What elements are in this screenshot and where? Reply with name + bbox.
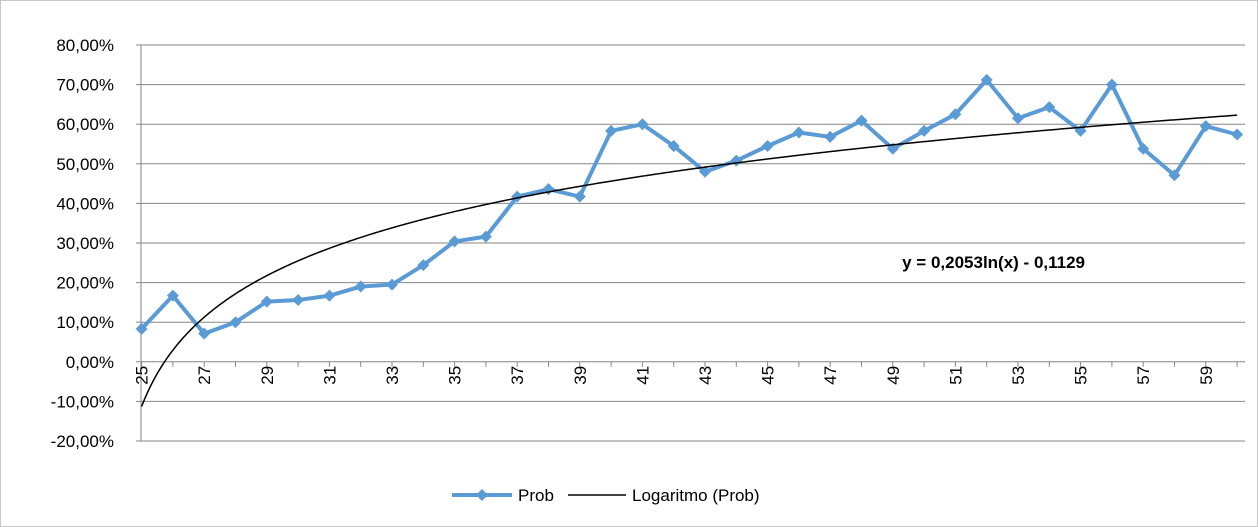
y-tick-label: 0,00% (66, 353, 114, 372)
data-point (479, 230, 492, 243)
x-tick-label: 45 (759, 366, 778, 385)
legend-item-logaritmo: Logaritmo (Prob) (568, 486, 760, 505)
data-point (980, 73, 993, 86)
trendline-path (140, 114, 1238, 407)
data-point (1168, 169, 1181, 182)
data-point (949, 108, 962, 121)
x-tick-label: 59 (1197, 366, 1216, 385)
x-axis-ticks: 25 27 29 31 33 35 37 39 41 43 45 47 49 51 53 55 57 59 (133, 361, 1238, 385)
data-point (699, 165, 711, 178)
x-tick-label: 43 (696, 366, 715, 385)
y-tick-label: 20,00% (56, 274, 114, 293)
data-point (1199, 120, 1212, 133)
legend-trend-label: Logaritmo (Prob) (632, 486, 760, 505)
data-point (166, 289, 179, 302)
data-point (667, 139, 680, 152)
y-tick-label: 80,00% (56, 36, 114, 55)
data-point (417, 259, 430, 272)
x-tick-label: 33 (383, 366, 402, 385)
x-tick-label: 51 (946, 366, 965, 385)
y-tick-label: 50,00% (56, 155, 114, 174)
data-point (292, 294, 305, 307)
data-point (1074, 124, 1087, 137)
data-point (761, 139, 774, 152)
y-tick-label: 10,00% (56, 313, 114, 332)
y-tick-label: 70,00% (56, 76, 114, 95)
data-point (323, 289, 336, 302)
x-tick-label: 37 (508, 366, 527, 385)
data-point (448, 235, 461, 248)
x-tick-label: 55 (1072, 366, 1091, 385)
series-prob (135, 73, 1244, 340)
data-point (1231, 128, 1244, 141)
y-tick-label: 60,00% (56, 115, 114, 134)
y-tick-label: 30,00% (56, 234, 114, 253)
data-point (135, 322, 148, 335)
x-tick-label: 27 (195, 366, 214, 385)
x-tick-label: 35 (446, 366, 465, 385)
y-tick-label: -10,00% (51, 392, 114, 411)
data-point (260, 295, 273, 308)
x-tick-label: 25 (133, 366, 152, 385)
data-point (386, 278, 398, 291)
x-tick-label: 49 (884, 366, 903, 385)
x-tick-label: 53 (1009, 366, 1028, 385)
legend-item-prob: Prob (452, 486, 554, 505)
gridlines (141, 44, 1245, 442)
data-point (605, 124, 618, 137)
data-point (730, 154, 743, 167)
data-point (198, 327, 211, 340)
data-point (855, 114, 868, 127)
trendline-logarithmic (140, 114, 1238, 407)
x-tick-label: 57 (1134, 366, 1153, 385)
trendline-equation: y = 0,2053ln(x) - 0,1129 (902, 253, 1085, 272)
data-point (229, 316, 242, 329)
y-tick-label: 40,00% (56, 194, 114, 213)
data-point (573, 190, 586, 203)
data-point (636, 118, 649, 131)
x-tick-label: 39 (571, 366, 590, 385)
data-point (354, 280, 367, 293)
data-point (511, 190, 524, 203)
data-point (824, 130, 837, 143)
data-point (918, 124, 931, 137)
data-point (1105, 78, 1118, 91)
legend-prob-label: Prob (518, 486, 554, 505)
data-point (1137, 142, 1150, 155)
data-point (792, 126, 805, 139)
data-point (1043, 101, 1056, 114)
y-tick-label: -20,00% (51, 432, 114, 451)
series-prob-line (140, 77, 1238, 336)
data-point (1012, 112, 1024, 125)
x-tick-label: 29 (258, 366, 277, 385)
y-axis-ticks: 80,00% 70,00% 60,00% 50,00% 40,00% 30,00% 20,0… (51, 36, 141, 451)
legend-prob-marker (476, 489, 488, 501)
legend: Prob Logaritmo (Prob) (452, 486, 760, 505)
x-tick-label: 41 (633, 366, 652, 385)
x-tick-label: 47 (821, 366, 840, 385)
x-tick-label: 31 (320, 366, 339, 385)
